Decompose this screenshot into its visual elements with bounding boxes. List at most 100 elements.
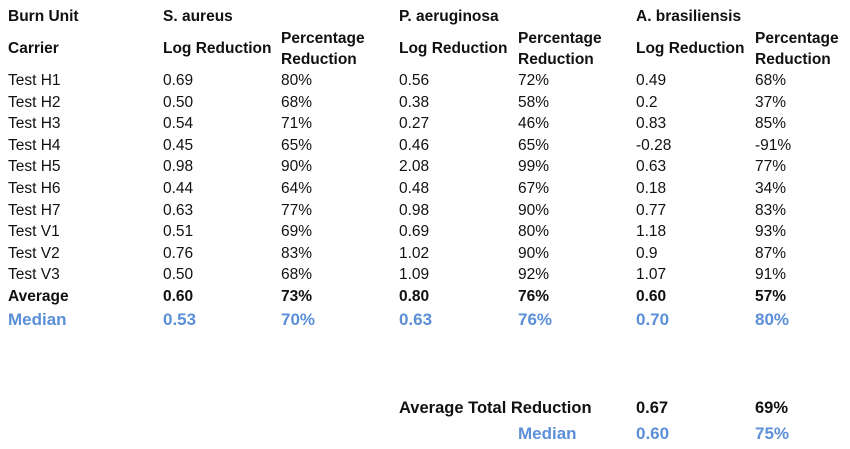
organism-heading-s-aureus: S. aureus xyxy=(163,8,233,25)
average-label: Average xyxy=(8,288,69,305)
log-value: 2.08 xyxy=(399,158,430,175)
median-total-label: Median xyxy=(518,424,577,443)
percent-value: 90% xyxy=(518,202,550,219)
log-value: 0.76 xyxy=(163,245,194,262)
log-reduction-heading: Log Reduction xyxy=(636,40,745,57)
log-value: 0.98 xyxy=(399,202,430,219)
percent-value: 87% xyxy=(755,245,787,262)
percentage-reduction-heading: Percentage Reduction xyxy=(755,30,839,68)
percent-value: -91% xyxy=(755,137,792,154)
percent-value: 91% xyxy=(755,266,787,283)
percent-value: 83% xyxy=(281,245,313,262)
carrier-name: Test H5 xyxy=(8,158,61,175)
log-value: 0.56 xyxy=(399,72,430,89)
percent-value: 72% xyxy=(518,72,550,89)
log-value: 0.2 xyxy=(636,94,658,111)
percent-value: 34% xyxy=(755,180,787,197)
log-value: 0.83 xyxy=(636,115,667,132)
percent-value: 93% xyxy=(755,223,787,240)
median-label: Median xyxy=(8,310,67,329)
log-value: 0.48 xyxy=(399,180,430,197)
carrier-name: Test V1 xyxy=(8,223,60,240)
burn-unit-heading: Burn Unit xyxy=(8,8,79,25)
carrier-name: Test H6 xyxy=(8,180,61,197)
average-log: 0.60 xyxy=(163,288,194,305)
log-value: 1.02 xyxy=(399,245,430,262)
average-percent: 76% xyxy=(518,288,550,305)
percentage-reduction-heading: Percentage Reduction xyxy=(518,30,602,68)
average-total-pct: 69% xyxy=(755,399,789,417)
percent-value: 90% xyxy=(281,158,313,175)
percent-value: 85% xyxy=(755,115,787,132)
percent-value: 67% xyxy=(518,180,550,197)
percent-value: 92% xyxy=(518,266,550,283)
median-percent: 70% xyxy=(281,310,316,329)
percent-value: 77% xyxy=(281,202,313,219)
average-log: 0.60 xyxy=(636,288,667,305)
log-value: 0.63 xyxy=(636,158,667,175)
log-value: 0.69 xyxy=(163,72,194,89)
percent-value: 83% xyxy=(755,202,787,219)
percent-value: 99% xyxy=(518,158,550,175)
log-value: 0.27 xyxy=(399,115,430,132)
log-reduction-heading: Log Reduction xyxy=(399,40,508,57)
log-value: 1.07 xyxy=(636,266,667,283)
log-value: 0.69 xyxy=(399,223,430,240)
average-percent: 73% xyxy=(281,288,313,305)
average-total-log: 0.67 xyxy=(636,399,669,417)
log-value: 0.45 xyxy=(163,137,194,154)
median-percent: 76% xyxy=(518,310,553,329)
percent-value: 77% xyxy=(755,158,787,175)
log-value: 0.49 xyxy=(636,72,667,89)
median-total-log: 0.60 xyxy=(636,424,670,443)
percent-value: 80% xyxy=(281,72,313,89)
log-value: 0.50 xyxy=(163,266,194,283)
percent-value: 90% xyxy=(518,245,550,262)
average-percent: 57% xyxy=(755,288,787,305)
organism-heading-a-brasiliensis: A. brasiliensis xyxy=(636,8,742,25)
log-value: 0.44 xyxy=(163,180,194,197)
percent-value: 37% xyxy=(755,94,787,111)
log-reduction-heading: Log Reduction xyxy=(163,40,272,57)
median-log: 0.63 xyxy=(399,310,433,329)
log-value: 0.46 xyxy=(399,137,430,154)
percent-value: 69% xyxy=(281,223,313,240)
log-value: 0.63 xyxy=(163,202,194,219)
percent-value: 65% xyxy=(518,137,550,154)
carrier-name: Test H3 xyxy=(8,115,61,132)
carrier-heading: Carrier xyxy=(8,40,59,57)
median-percent: 80% xyxy=(755,310,790,329)
average-log: 0.80 xyxy=(399,288,430,305)
log-value: 0.18 xyxy=(636,180,667,197)
percent-value: 80% xyxy=(518,223,550,240)
median-total-pct: 75% xyxy=(755,424,790,443)
percent-value: 46% xyxy=(518,115,550,132)
percent-value: 68% xyxy=(755,72,787,89)
median-log: 0.53 xyxy=(163,310,197,329)
log-value: 0.50 xyxy=(163,94,194,111)
percent-value: 68% xyxy=(281,266,313,283)
median-log: 0.70 xyxy=(636,310,670,329)
log-value: 0.98 xyxy=(163,158,194,175)
percent-value: 68% xyxy=(281,94,313,111)
carrier-name: Test H2 xyxy=(8,94,61,111)
log-value: 1.09 xyxy=(399,266,430,283)
carrier-name: Test V3 xyxy=(8,266,60,283)
organism-heading-p-aeruginosa: P. aeruginosa xyxy=(399,8,499,25)
log-value: 0.51 xyxy=(163,223,194,240)
log-value: 0.77 xyxy=(636,202,667,219)
carrier-name: Test H7 xyxy=(8,202,61,219)
log-value: 0.54 xyxy=(163,115,194,132)
carrier-name: Test V2 xyxy=(8,245,60,262)
log-value: -0.28 xyxy=(636,137,672,154)
log-value: 0.38 xyxy=(399,94,430,111)
percent-value: 65% xyxy=(281,137,313,154)
percent-value: 64% xyxy=(281,180,313,197)
average-total-label: Average Total Reduction xyxy=(399,399,592,417)
carrier-name: Test H4 xyxy=(8,137,61,154)
carrier-name: Test H1 xyxy=(8,72,61,89)
percent-value: 58% xyxy=(518,94,550,111)
percent-value: 71% xyxy=(281,115,313,132)
percentage-reduction-heading: Percentage Reduction xyxy=(281,30,365,68)
log-value: 1.18 xyxy=(636,223,667,240)
